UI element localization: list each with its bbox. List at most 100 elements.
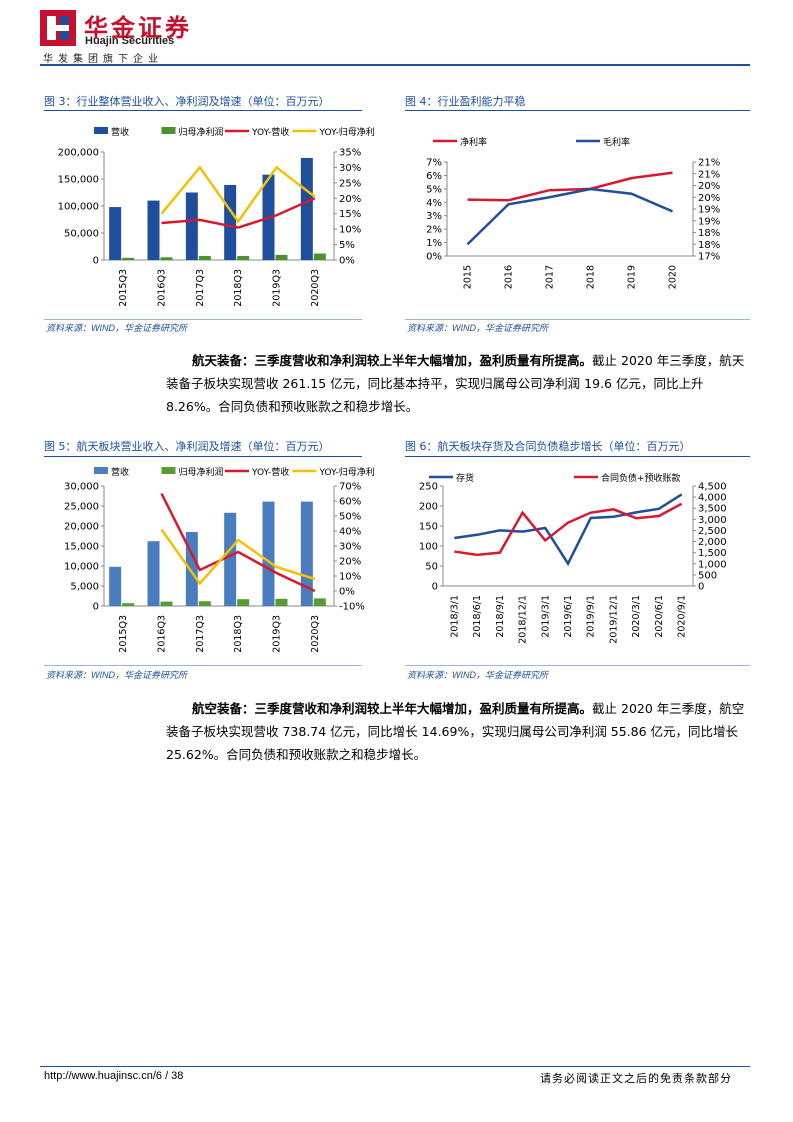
fig6-category-label: 2020/3/1 — [631, 595, 642, 638]
fig4-right-tick-label: 21% — [698, 169, 720, 180]
fig5-source-rule — [44, 665, 362, 666]
fig6-category-label: 2020/6/1 — [654, 595, 665, 638]
fig5-left-tick-label: 10,000 — [64, 562, 99, 573]
fig4-right-tick-label: 21% — [698, 158, 720, 169]
fig6-legend-label: 存货 — [456, 472, 474, 484]
fig3-bar-profit — [237, 255, 250, 260]
fig5-bar-revenue — [109, 566, 122, 606]
fig5-bar-profit — [198, 601, 211, 606]
fig5-left-tick-label: 25,000 — [64, 502, 99, 513]
fig3-left-tick-label: 150,000 — [58, 175, 99, 186]
fig4-right-tick-label: 20% — [698, 193, 720, 204]
fig3-left-tick-label: 50,000 — [64, 229, 99, 240]
fig6-left-tick-label: 0 — [432, 582, 438, 593]
fig6-right-tick-label: 3,000 — [698, 515, 727, 526]
fig3-series-line-0 — [161, 197, 316, 229]
fig5-source: 资料来源：WIND，华金证券研究所 — [46, 670, 187, 680]
fig6-right-tick-label: 4,500 — [698, 482, 727, 493]
paragraph-aerospace-body: 截止 2020 年三季度，航天装备子板块实现营收 261.15 亿元，同比基本持… — [166, 353, 745, 414]
fig6-category-label: 2018/6/1 — [472, 595, 483, 638]
fig4-category-label: 2018 — [586, 265, 597, 289]
fig6-left-tick-label: 50 — [425, 562, 438, 573]
fig6-left-tick-label: 250 — [419, 482, 438, 493]
fig5-left-tick-label: 15,000 — [64, 542, 99, 553]
fig5-legend-label: 营收 — [111, 466, 129, 478]
fig3-bar-revenue — [147, 200, 160, 260]
fig6-category-label: 2019/9/1 — [586, 595, 597, 638]
fig6-right-tick-label: 1,000 — [698, 559, 727, 570]
fig3-category-label: 2015Q3 — [118, 269, 129, 307]
fig6-category-label: 2019/3/1 — [540, 595, 551, 638]
fig3-bar-revenue — [109, 207, 122, 260]
fig4-left-tick-label: 0% — [426, 252, 442, 263]
fig6-category-label: 2020/9/1 — [677, 595, 688, 638]
fig3-bar-revenue — [224, 184, 237, 260]
fig6-title: 图 6：航天板块存货及合同负债稳步增长（单位：百万元） — [405, 440, 691, 453]
paragraph-aviation: 航空装备：三季度营收和净利润较上半年大幅增加，盈利质量有所提高。截止 2020 … — [166, 697, 746, 766]
fig3-bar-revenue — [300, 157, 313, 260]
fig4-left-tick-label: 4% — [426, 198, 442, 209]
fig4-left-tick-label: 2% — [426, 225, 442, 236]
fig5-category-label: 2016Q3 — [157, 615, 168, 653]
fig5-legend-label: 归母净利润 — [179, 466, 224, 478]
fig6-category-label: 2019/12/1 — [608, 595, 619, 644]
fig4-category-label: 2017 — [545, 265, 556, 289]
fig5-right-tick-label: 60% — [339, 497, 361, 508]
fig3-right-tick-label: 0% — [339, 256, 355, 267]
fig3-bar-revenue — [185, 192, 198, 260]
fig3-legend-swatch — [161, 127, 176, 134]
fig6-legend-label: 合同负债+预收账款 — [601, 472, 681, 484]
fig6-category-label: 2018/12/1 — [518, 595, 529, 644]
fig3-legend-label: 营收 — [111, 126, 129, 138]
footer-url-page: http://www.huajinsc.cn/6 / 38 — [44, 1070, 183, 1082]
fig3-category-label: 2017Q3 — [195, 269, 206, 307]
fig3-left-tick-label: 100,000 — [58, 202, 99, 213]
fig5-legend-label: YOY-归母净利润 — [319, 466, 375, 478]
fig3-category-label: 2016Q3 — [157, 269, 168, 307]
fig3-legend-label: YOY-归母净利润 — [319, 126, 375, 138]
fig3-legend-swatch — [94, 127, 108, 134]
fig6-right-tick-label: 500 — [698, 570, 717, 581]
fig3-right-tick-label: 5% — [339, 240, 355, 251]
brand-name-en: Huajin Securities — [85, 35, 175, 47]
fig4-left-tick-label: 6% — [426, 171, 442, 182]
fig5-legend-label: YOY-营收 — [251, 466, 289, 478]
fig3-category-label: 2020Q3 — [310, 269, 321, 307]
fig5-bar-profit — [160, 601, 173, 606]
fig3-source-rule — [44, 319, 362, 320]
fig6-left-tick-label: 200 — [419, 502, 438, 513]
fig6-source-rule — [405, 665, 750, 666]
fig3-bar-profit — [160, 257, 173, 260]
fig3-left-tick-label: 0 — [93, 256, 99, 267]
fig4-legend-label: 净利率 — [460, 136, 487, 148]
fig4-right-tick-label: 17% — [698, 252, 720, 263]
fig4-right-tick-label: 19% — [698, 205, 720, 216]
fig3-title-rule — [44, 110, 362, 111]
fig5-category-label: 2018Q3 — [233, 615, 244, 653]
fig3-bar-profit — [122, 257, 135, 260]
fig4-category-label: 2020 — [668, 265, 679, 289]
fig3-right-tick-label: 10% — [339, 225, 361, 236]
fig6-right-tick-label: 2,500 — [698, 526, 727, 537]
brand-name-cn: 华金证券 — [84, 14, 192, 42]
fig3-category-label: 2019Q3 — [272, 269, 283, 307]
fig4-title-rule — [405, 110, 750, 111]
fig6-category-label: 2019/6/1 — [563, 595, 574, 638]
fig3-source: 资料来源：WIND，华金证券研究所 — [46, 323, 187, 333]
fig5-left-tick-label: 30,000 — [64, 482, 99, 493]
fig3-right-tick-label: 25% — [339, 178, 361, 189]
fig5-left-tick-label: 5,000 — [70, 582, 99, 593]
fig5-bar-revenue — [262, 501, 275, 606]
fig3-legend-label: YOY-营收 — [251, 126, 289, 138]
fig4-right-tick-label: 18% — [698, 228, 720, 239]
fig6-right-tick-label: 0 — [698, 582, 704, 593]
fig3-right-tick-label: 30% — [339, 163, 361, 174]
fig4-right-tick-label: 19% — [698, 216, 720, 227]
fig4-source: 资料来源：WIND，华金证券研究所 — [407, 323, 548, 333]
footer-url[interactable]: http://www.huajinsc.cn/ — [44, 1070, 156, 1082]
fig3-title: 图 3：行业整体营业收入、净利润及增速（单位：百万元） — [44, 95, 330, 108]
fig4-source-rule — [405, 319, 750, 320]
paragraph-aviation-lead: 航空装备：三季度营收和净利润较上半年大幅增加，盈利质量有所提高。 — [192, 701, 593, 716]
fig5-bar-profit — [313, 598, 326, 606]
fig5-series-line-1 — [160, 528, 316, 586]
